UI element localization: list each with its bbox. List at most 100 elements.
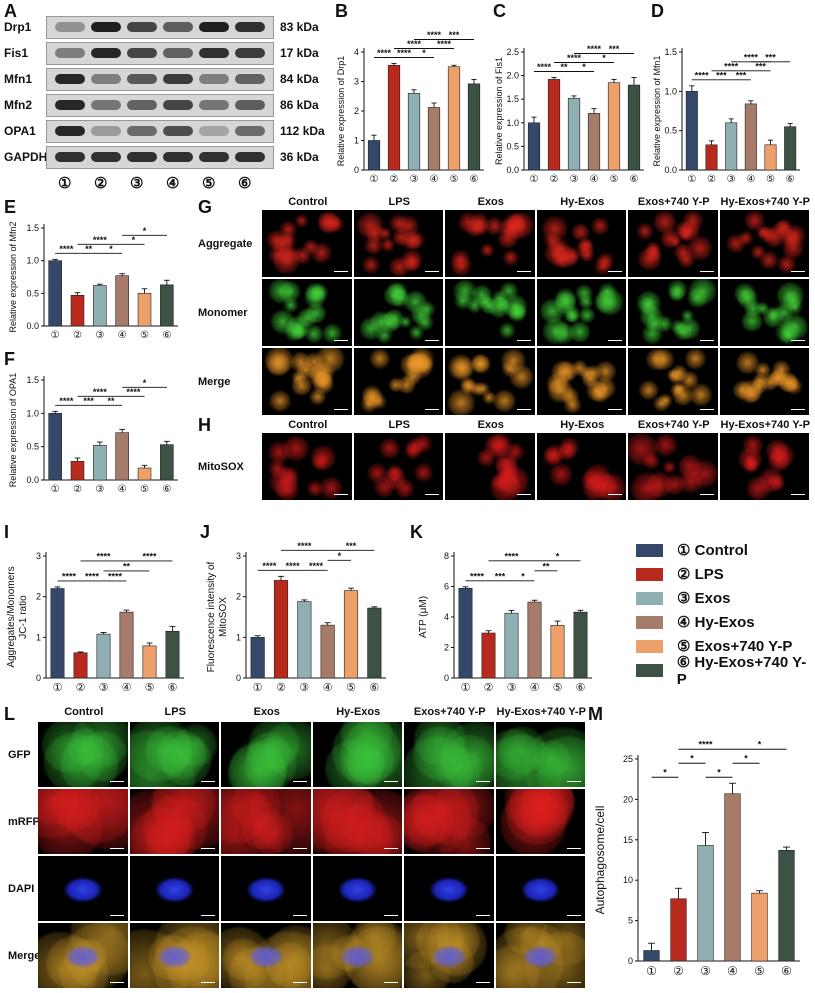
blot-protein-label: Fis1	[4, 46, 29, 60]
bar	[784, 126, 797, 171]
y-tick-label: 0	[236, 673, 241, 683]
blot-strip	[46, 146, 274, 169]
x-tick-label: ③	[507, 682, 517, 694]
significance-label: *	[663, 768, 667, 778]
micrograph-tile	[129, 789, 219, 854]
micrograph-tile	[536, 279, 626, 346]
x-tick-label: ①	[253, 682, 263, 694]
x-tick-label: ⑥	[168, 682, 178, 694]
blot-protein-label: Mfn2	[4, 98, 32, 112]
panel-letter-l: L	[4, 704, 15, 724]
y-tick-label: 3	[36, 551, 41, 561]
micrograph-tile	[445, 348, 535, 415]
micrograph-tile	[129, 856, 219, 921]
legend-label: ③ Exos	[677, 590, 731, 607]
chart-mfn1-expression: 0.00.51.01.5① ② ③ ④ ⑤ ⑥**** *** ******* ******* *…	[652, 47, 800, 185]
y-tick-label: 25	[623, 754, 633, 764]
panel-letter-d: D	[651, 1, 664, 21]
significance-label: ***	[765, 52, 776, 62]
micrograph-tile	[495, 789, 585, 854]
micrograph-tile	[353, 433, 443, 500]
condition-header: LPS	[388, 419, 410, 431]
significance-label: ****	[504, 551, 519, 561]
y-tick-label: 3	[354, 77, 359, 87]
micrograph-tile	[536, 348, 626, 415]
y-tick-label: 2	[354, 106, 359, 116]
condition-header: Exos+740 Y-P	[637, 196, 710, 208]
blot-band	[235, 152, 265, 162]
y-tick-label: 0	[628, 956, 633, 966]
micrograph-tile	[312, 856, 402, 921]
blot-strip	[46, 120, 274, 143]
condition-header: Exos+740 Y-P	[413, 706, 486, 718]
significance-label: ****	[470, 571, 485, 581]
scale-bar	[333, 409, 348, 410]
scale-bar	[567, 781, 581, 782]
significance-label: *	[602, 53, 606, 63]
scale-bar	[384, 915, 398, 916]
significance-label: ****	[724, 61, 739, 71]
blot-band	[127, 48, 157, 58]
blot-band	[127, 100, 157, 110]
micrograph-tile	[495, 722, 585, 787]
blot-band	[163, 100, 193, 110]
blot-lane-label: ①	[58, 175, 72, 192]
significance-label: *	[132, 235, 136, 245]
x-tick-label: ⑥	[786, 174, 795, 185]
x-tick-label: ⑤	[553, 682, 563, 694]
scale-bar	[699, 494, 714, 495]
bar	[93, 285, 107, 327]
significance-label: ****	[59, 396, 74, 406]
x-tick-label: ②	[73, 484, 82, 495]
blot-kda-label: 36 kDa	[280, 150, 319, 164]
bar	[48, 260, 62, 327]
bar	[96, 633, 111, 679]
micrograph-tile	[628, 348, 718, 415]
significance-label: *	[758, 740, 762, 750]
blot-band	[91, 22, 121, 32]
scale-bar	[292, 781, 307, 782]
significance-label: ****	[567, 53, 582, 63]
scale-bar	[425, 409, 439, 410]
scale-bar	[475, 915, 490, 916]
scale-bar	[516, 340, 531, 341]
bar	[273, 580, 289, 679]
scale-bar	[384, 848, 398, 849]
micrograph-tile	[38, 722, 128, 787]
significance-label: ****	[108, 571, 123, 581]
row-label: Merge	[8, 949, 41, 962]
blot-band	[55, 22, 85, 32]
blot-lane-label: ④	[166, 175, 180, 192]
x-tick-label: ③	[727, 174, 736, 185]
y-tick-label: 1.5	[506, 94, 519, 104]
x-tick-label: ②	[673, 964, 684, 978]
y-axis-label: Relative expression of Mfn2	[8, 221, 18, 332]
condition-header: Control	[288, 196, 328, 208]
y-tick-label: 0.0	[26, 321, 39, 331]
panel-letter-e: E	[4, 197, 17, 217]
condition-header: Exos	[253, 706, 280, 718]
micrograph-tile	[38, 856, 128, 921]
y-axis-label: MitoSOX	[218, 597, 229, 637]
micrograph-tile	[719, 210, 809, 277]
significance-label: ****	[62, 571, 77, 581]
scale-bar	[425, 494, 439, 495]
y-tick-label: 1	[354, 136, 359, 146]
y-tick-label: 4	[444, 612, 449, 622]
y-tick-label: 3	[236, 551, 241, 561]
significance-label: ****	[397, 48, 412, 58]
scale-bar	[292, 915, 307, 916]
y-tick-label: 20	[623, 794, 633, 804]
x-tick-label: ②	[484, 682, 494, 694]
y-axis-label: Aggregates/Monomers	[6, 566, 17, 667]
bar	[447, 66, 461, 171]
blot-band	[235, 48, 265, 58]
x-tick-label: ⑤	[754, 964, 765, 978]
scale-bar	[699, 340, 714, 341]
scale-bar	[567, 848, 581, 849]
micrograph-tile	[628, 210, 718, 277]
legend-label: ④ Hy-Exos	[677, 614, 755, 631]
y-tick-label: 2	[236, 592, 241, 602]
significance-label: *	[744, 754, 748, 764]
